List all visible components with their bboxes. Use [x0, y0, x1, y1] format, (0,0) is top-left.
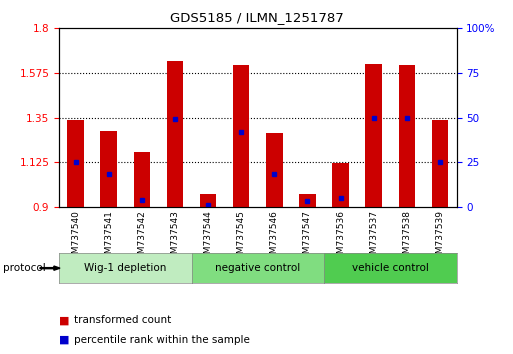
Text: protocol: protocol — [3, 263, 45, 273]
Text: negative control: negative control — [215, 263, 301, 273]
Bar — [200, 194, 216, 207]
Text: Wig-1 depletion: Wig-1 depletion — [84, 263, 166, 273]
Text: GDS5185 / ILMN_1251787: GDS5185 / ILMN_1251787 — [170, 11, 343, 24]
Bar — [299, 194, 316, 207]
Bar — [101, 131, 117, 207]
Text: vehicle control: vehicle control — [352, 263, 429, 273]
Text: ■: ■ — [59, 315, 69, 325]
Bar — [266, 133, 283, 207]
Bar — [133, 153, 150, 207]
Bar — [332, 164, 349, 207]
Bar — [67, 120, 84, 207]
Text: ■: ■ — [59, 335, 69, 345]
Text: transformed count: transformed count — [74, 315, 172, 325]
Bar — [399, 65, 415, 207]
Bar — [167, 61, 183, 207]
Text: percentile rank within the sample: percentile rank within the sample — [74, 335, 250, 345]
Bar — [432, 120, 448, 207]
Bar — [365, 64, 382, 207]
Bar — [233, 65, 249, 207]
